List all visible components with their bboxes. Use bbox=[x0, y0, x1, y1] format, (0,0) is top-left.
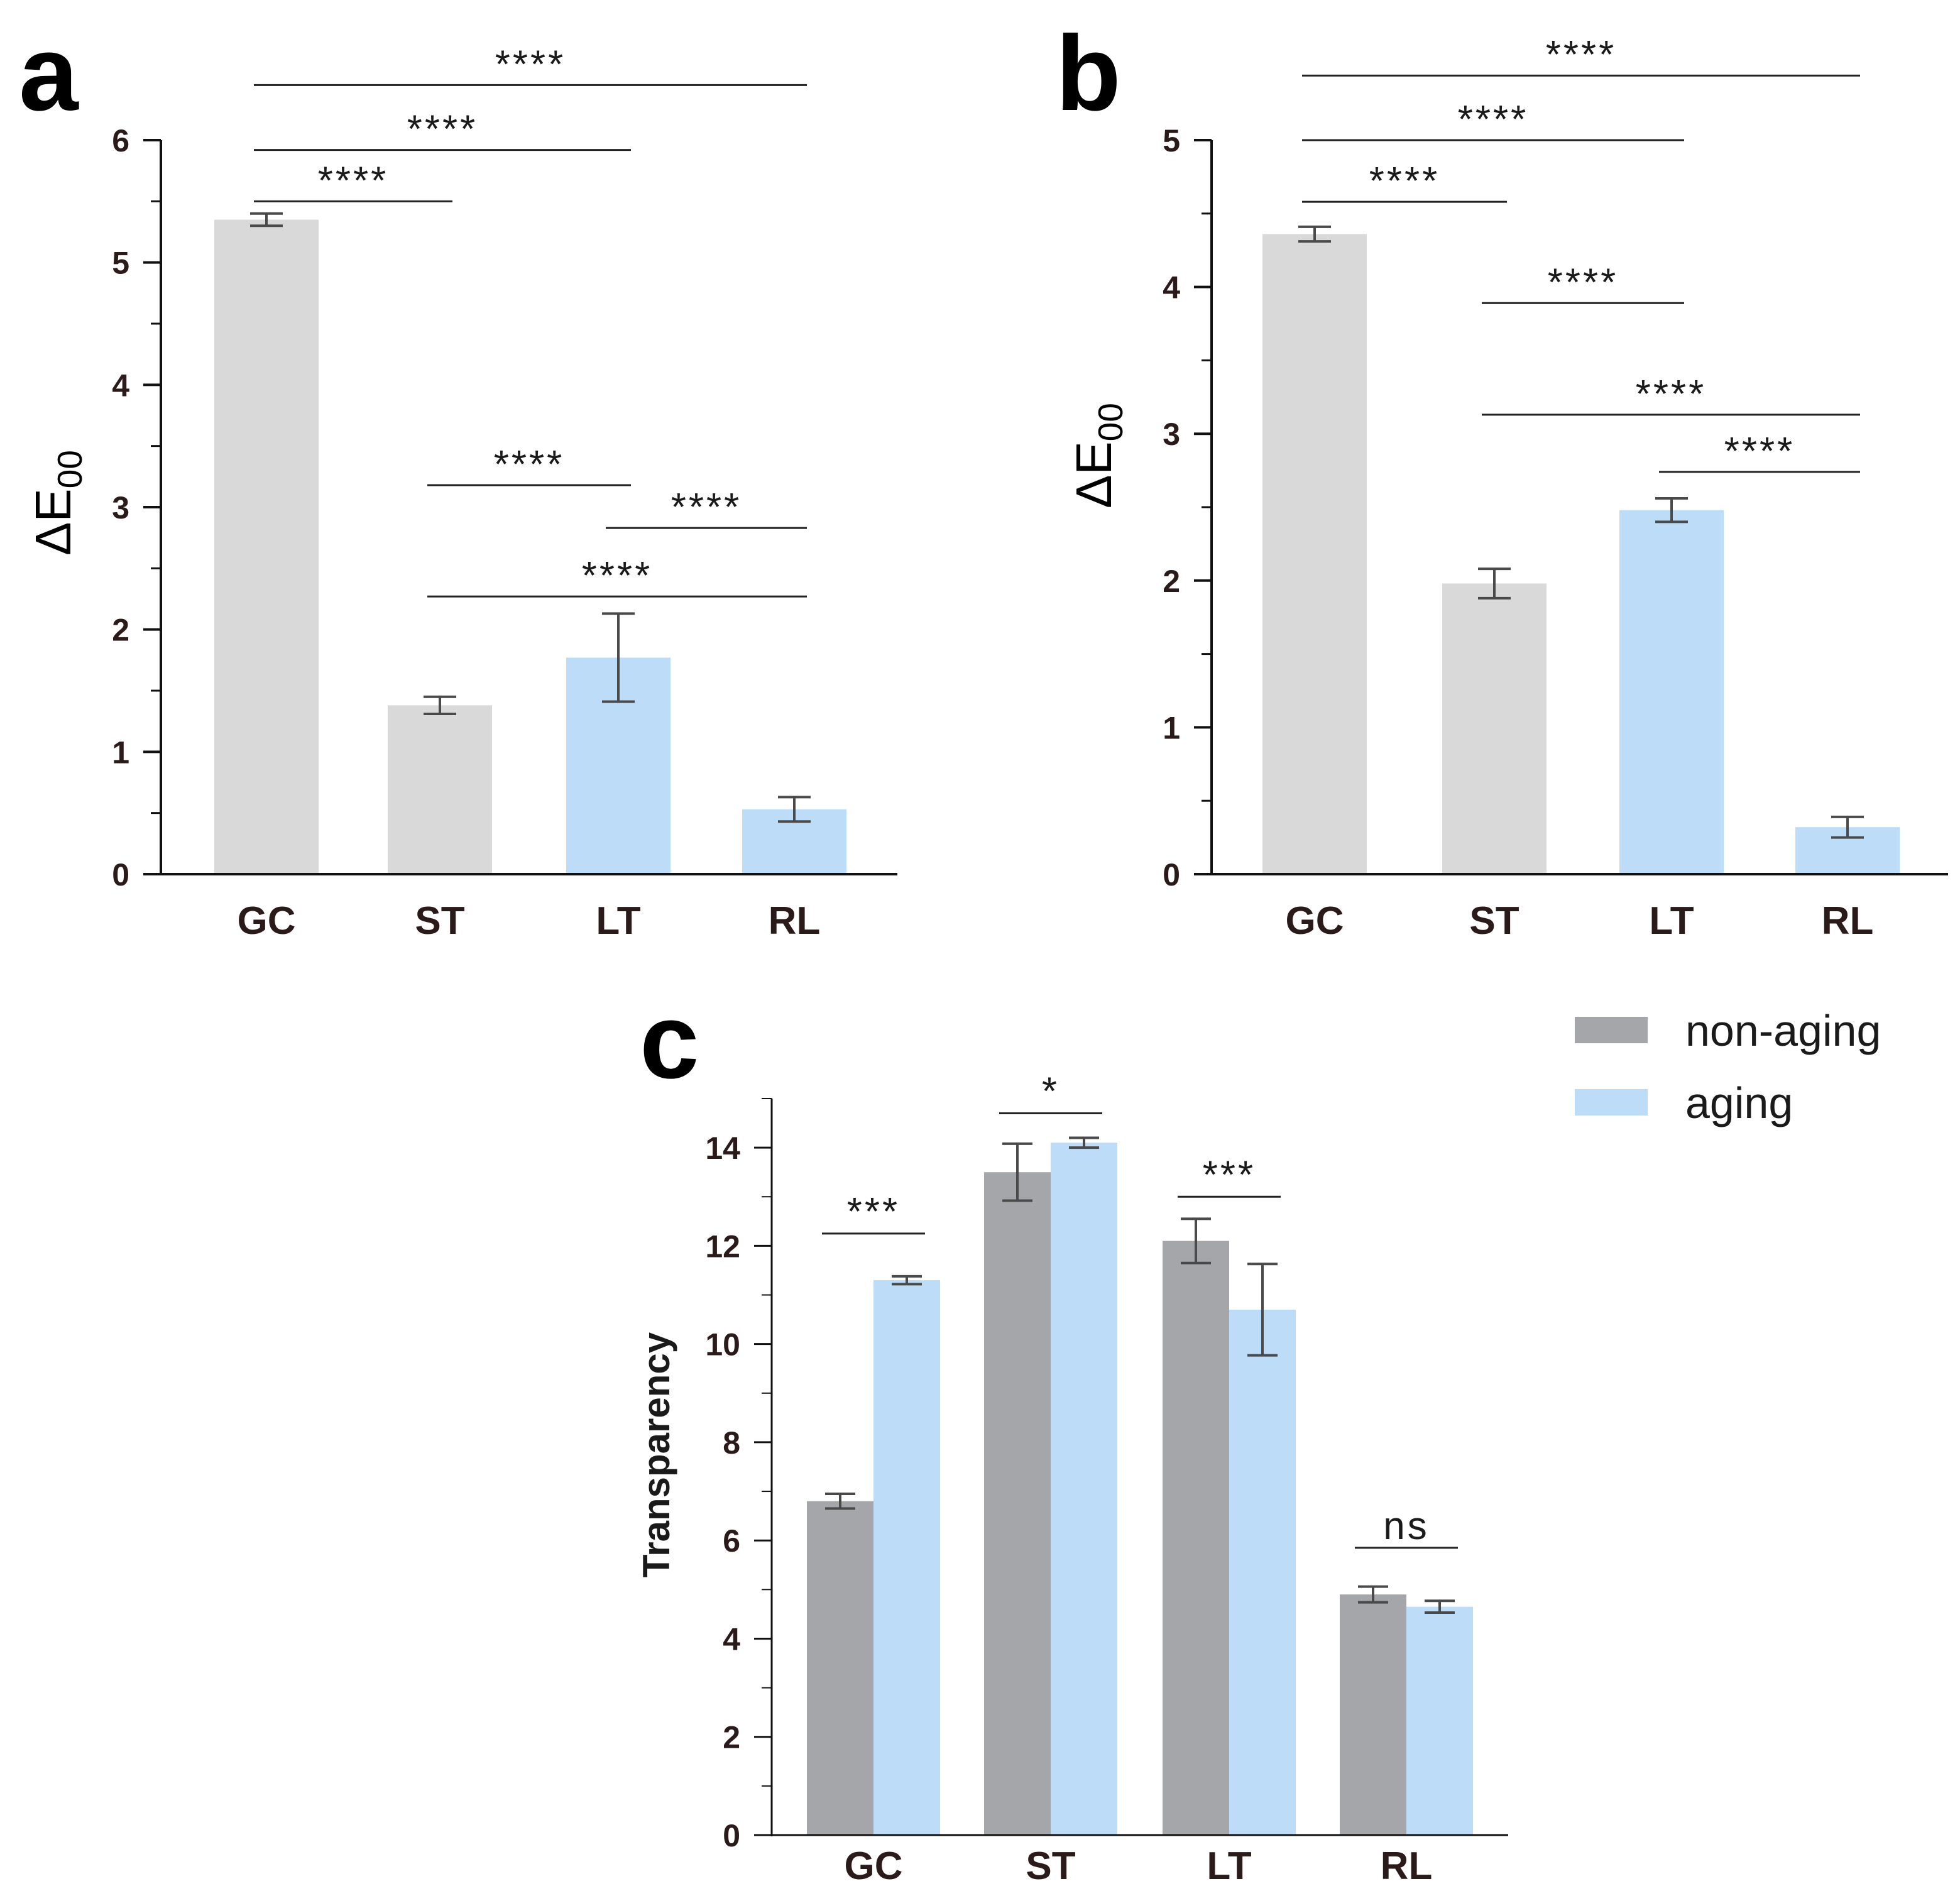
y-tick-label: 12 bbox=[705, 1229, 740, 1264]
panel-label: c bbox=[640, 982, 699, 1101]
y-tick-label: 8 bbox=[723, 1425, 740, 1461]
bar-rl-aging bbox=[1406, 1606, 1473, 1835]
legend-swatch-non-aging bbox=[1575, 1017, 1648, 1043]
panel-a: a ΔE00 GC ST LT RL 0 1 2 3 4 5 6 **** **** **** **** ****… bbox=[19, 14, 897, 943]
legend: non-aging aging bbox=[1575, 1006, 1881, 1127]
y-axis-label: Transparency bbox=[635, 1332, 677, 1577]
legend-label-aging: aging bbox=[1685, 1078, 1793, 1127]
significance-label: **** bbox=[1369, 160, 1440, 203]
bar-st bbox=[1442, 583, 1547, 874]
legend-label-non-aging: non-aging bbox=[1685, 1006, 1881, 1055]
x-tick-label-rl: RL bbox=[1822, 899, 1874, 943]
significance-label: **** bbox=[407, 108, 478, 151]
y-tick-label: 5 bbox=[1163, 123, 1180, 158]
significance-label: **** bbox=[1724, 430, 1795, 473]
y-tick-label: 14 bbox=[705, 1131, 740, 1166]
y-tick-label: 2 bbox=[723, 1720, 740, 1755]
significance-label: *** bbox=[1203, 1153, 1256, 1197]
y-tick-label: 1 bbox=[112, 735, 129, 770]
y-tick-label: 6 bbox=[723, 1523, 740, 1559]
significance-label: **** bbox=[495, 43, 566, 86]
x-tick-label-st: ST bbox=[415, 899, 464, 943]
significance-label: **** bbox=[1546, 33, 1617, 77]
bar-st-non-aging bbox=[984, 1172, 1051, 1835]
y-tick-label: 0 bbox=[112, 857, 129, 892]
significance-label: **** bbox=[318, 159, 389, 202]
y-tick-label: 4 bbox=[112, 368, 129, 403]
x-tick-label-st: ST bbox=[1469, 899, 1519, 943]
bar-gc-aging bbox=[873, 1280, 940, 1835]
y-tick-label: 3 bbox=[112, 490, 129, 525]
x-tick-label-lt: LT bbox=[1207, 1844, 1251, 1888]
panel-label: a bbox=[19, 14, 79, 133]
bar-gc-non-aging bbox=[807, 1501, 873, 1835]
significance-label: **** bbox=[1548, 261, 1619, 304]
panel-label: b bbox=[1056, 14, 1121, 133]
y-tick-label: 3 bbox=[1163, 417, 1180, 452]
y-axis-label-sub: 00 bbox=[1091, 403, 1130, 441]
significance-label: ns bbox=[1383, 1505, 1429, 1548]
y-axis-label-main: ΔE bbox=[25, 488, 81, 556]
x-tick-label-gc: GC bbox=[238, 899, 296, 943]
significance-label: **** bbox=[494, 443, 565, 486]
x-tick-label-gc: GC bbox=[845, 1844, 903, 1888]
x-tick-label-lt: LT bbox=[1649, 899, 1694, 943]
bar-gc bbox=[214, 219, 319, 874]
significance-label: * bbox=[1042, 1070, 1059, 1113]
y-axis-label-sub: 00 bbox=[50, 450, 89, 488]
y-axis-label: ΔE00 bbox=[1066, 403, 1130, 508]
y-tick-label: 0 bbox=[723, 1818, 740, 1853]
x-tick-label-lt: LT bbox=[596, 899, 640, 943]
y-tick-label: 2 bbox=[1163, 564, 1180, 599]
significance-label: *** bbox=[847, 1190, 900, 1234]
y-tick-label: 4 bbox=[723, 1621, 740, 1657]
x-tick-label-st: ST bbox=[1026, 1844, 1075, 1888]
bar-gc bbox=[1262, 234, 1367, 874]
bar-st bbox=[388, 705, 492, 874]
bar-lt bbox=[1619, 510, 1724, 874]
y-tick-label: 0 bbox=[1163, 857, 1180, 892]
panel-b: b ΔE00 GC ST LT RL 0 1 2 3 4 5 **** **** **** **** **** *… bbox=[1056, 14, 1948, 943]
bar-st-aging bbox=[1051, 1143, 1117, 1835]
x-tick-label-rl: RL bbox=[769, 899, 821, 943]
y-axis-label: ΔE00 bbox=[25, 450, 89, 556]
significance-label: **** bbox=[1458, 98, 1529, 141]
bar-lt-non-aging bbox=[1163, 1241, 1229, 1835]
bar-lt-aging bbox=[1229, 1309, 1296, 1835]
significance-label: **** bbox=[582, 554, 653, 598]
x-tick-label-gc: GC bbox=[1286, 899, 1344, 943]
y-tick-label: 5 bbox=[112, 246, 129, 281]
y-tick-label: 10 bbox=[705, 1327, 740, 1362]
x-tick-label-rl: RL bbox=[1381, 1844, 1433, 1888]
y-tick-label: 6 bbox=[112, 123, 129, 158]
y-tick-label: 2 bbox=[112, 613, 129, 648]
y-tick-label: 1 bbox=[1163, 710, 1180, 745]
y-axis-label-main: ΔE bbox=[1066, 441, 1122, 508]
legend-swatch-aging bbox=[1575, 1089, 1648, 1115]
bar-rl-non-aging bbox=[1340, 1594, 1406, 1835]
significance-label: **** bbox=[1636, 373, 1707, 416]
y-tick-label: 4 bbox=[1163, 270, 1180, 305]
significance-label: **** bbox=[671, 486, 742, 529]
